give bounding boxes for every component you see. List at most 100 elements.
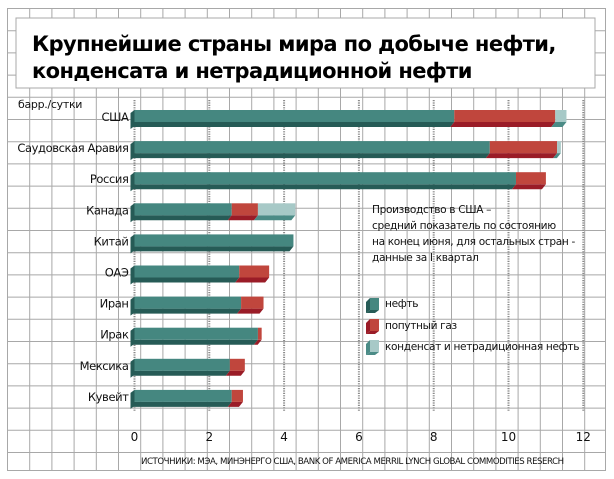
bar-segment-bottom-oil [130, 215, 232, 221]
bar-segment-bottom-gas [227, 401, 243, 407]
legend-swatch-face [370, 298, 379, 310]
legend-swatch-oil [366, 298, 379, 313]
legend-swatch-face [370, 319, 379, 331]
legend-swatch-gas [366, 319, 379, 334]
bar-segment-bottom-oil [130, 153, 490, 159]
legend-item-gas: попутный газ [366, 319, 457, 334]
bar-group [130, 203, 296, 223]
category-label: Мексика [80, 359, 129, 373]
legend-swatch-face [370, 340, 379, 352]
category-label: ОАЭ [105, 266, 129, 280]
bar-segment-bottom-oil [130, 277, 240, 283]
bar-segment-oil [134, 327, 258, 340]
bar-segment-bottom-oil [130, 246, 294, 252]
chart-title-line-1: Крупнейшие страны мира по добыче нефти, [32, 32, 556, 56]
bar-segment-gas [231, 389, 243, 402]
bar-segment-oil [134, 296, 242, 309]
legend-label-oil: нефть [385, 298, 418, 310]
note: Производство в США – средний показатель … [372, 204, 576, 264]
legend-swatch-bottom [366, 331, 379, 334]
category-label: Китай [94, 234, 129, 248]
bars [130, 110, 567, 409]
note-line-1: Производство в США – [372, 204, 491, 216]
legend-item-condensate: конденсат и нетрадиционная нефть [366, 340, 580, 355]
bar-segment-bottom-oil [130, 308, 242, 314]
bar-segment-bottom-gas [450, 122, 556, 127]
bar-segment-oil [134, 389, 232, 402]
bar-group [130, 141, 561, 161]
x-tick-label: 4 [280, 430, 288, 444]
unit-label: барр./сутки [18, 98, 82, 111]
title-box-frame [15, 17, 596, 89]
bar-segment-gas [239, 265, 270, 278]
title-box: Крупнейшие страны мира по добыче нефти, … [15, 17, 596, 89]
bar-segment-gas [257, 327, 262, 340]
category-label: Ирак [100, 328, 129, 342]
note-line-4: данные за I квартал [372, 252, 479, 264]
bar-segment-gas [489, 141, 558, 154]
chart-title-line-2: конденсата и нетрадиционной нефти [32, 59, 472, 83]
legend-swatch-bottom [366, 352, 379, 355]
bar-segment-oil [134, 141, 490, 154]
x-tick-label: 6 [355, 430, 363, 444]
bar-segment-bottom-cond [551, 122, 567, 127]
x-tick-label: 8 [430, 430, 438, 444]
x-tick-label: 2 [205, 430, 213, 444]
grid-border [7, 8, 606, 471]
bar-segment-bottom-gas [511, 184, 546, 190]
bar-group [130, 296, 264, 316]
bar-segment-bottom-oil [130, 122, 455, 127]
category-label: Канада [86, 203, 128, 217]
bar-segment-cond [257, 203, 296, 216]
legend-swatch-side [366, 340, 370, 355]
x-tick-label: 10 [501, 430, 516, 444]
bar-segment-bottom-oil [130, 184, 516, 190]
legend: нефть попутный газ конденсат и нетрадици… [366, 298, 580, 355]
bar-segment-bottom-cond [553, 153, 561, 159]
note-line-3: на конец июня, для остальных стран - [372, 236, 576, 248]
note-line-2: средний показатель по состоянию [372, 220, 556, 232]
bar-segment-bottom-gas [237, 308, 264, 314]
category-labels: США Саудовская Аравия Россия Канада Китай ОАЭ… [17, 110, 129, 404]
bar-segment-bottom-cond [253, 215, 296, 221]
legend-swatch-side [366, 319, 370, 334]
bar-segment-cond [555, 110, 567, 122]
bar-group [130, 327, 262, 347]
bar-segment-gas [515, 172, 546, 185]
bar-group [130, 358, 245, 378]
bar-segment-bottom-gas [235, 277, 270, 283]
bar-segment-cond [557, 141, 561, 154]
x-tick-label: 12 [576, 430, 591, 444]
x-tick-lines [133, 100, 585, 412]
bar-segment-bottom-gas [485, 153, 558, 159]
category-label: Иран [100, 297, 129, 311]
bar-group [130, 389, 243, 409]
x-tick-label: 0 [131, 430, 139, 444]
bar-segment-bottom-oil [130, 401, 232, 407]
bar-segment-gas [229, 358, 245, 371]
category-label: Россия [90, 172, 129, 186]
bar-segment-gas [241, 296, 264, 309]
bar-segment-oil [134, 110, 455, 122]
bar-segment-oil [134, 172, 516, 185]
legend-swatch-condensate [366, 340, 379, 355]
bar-segment-bottom-gas [253, 339, 262, 345]
bar-group [130, 265, 270, 285]
bar-segment-oil [134, 234, 294, 247]
category-label: Кувейт [88, 390, 129, 404]
source-note: ИСТОЧНИКИ: МЭА, МИНЭНЕРГО США, BANK OF A… [141, 457, 564, 467]
bar-segment-oil [134, 358, 230, 371]
category-label: Саудовская Аравия [17, 141, 128, 155]
bar-group [130, 110, 567, 129]
bar-group [130, 234, 294, 254]
legend-swatch-side [366, 298, 370, 313]
legend-label-condensate: конденсат и нетрадиционная нефть [385, 341, 579, 353]
bar-segment-gas [454, 110, 556, 122]
bar-segment-bottom-gas [227, 215, 258, 221]
bar-segment-bottom-gas [225, 370, 245, 376]
bar-group [130, 172, 546, 192]
bar-segment-gas [231, 203, 258, 216]
legend-swatch-bottom [366, 310, 379, 313]
bar-segment-oil [134, 203, 232, 216]
